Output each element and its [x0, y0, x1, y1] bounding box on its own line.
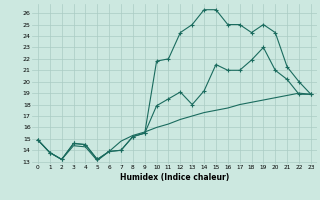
X-axis label: Humidex (Indice chaleur): Humidex (Indice chaleur): [120, 173, 229, 182]
